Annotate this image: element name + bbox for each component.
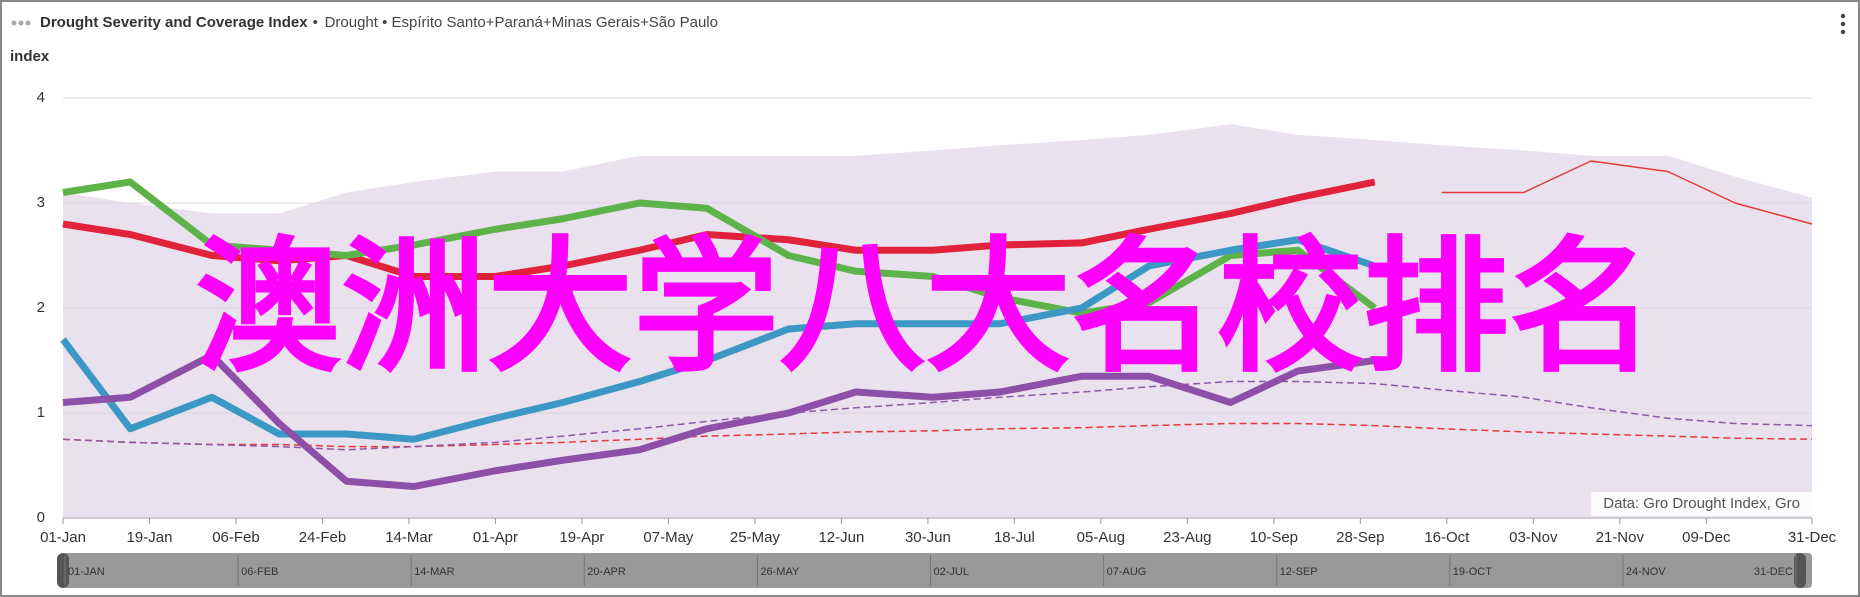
x-tick-label: 09-Dec [1682, 529, 1731, 546]
credit: Data: Gro Drought Index, Gro [1603, 495, 1800, 512]
x-tick-label: 21-Nov [1596, 529, 1645, 546]
navigator-handle[interactable] [57, 553, 69, 588]
kebab[interactable] [1840, 21, 1846, 27]
separator: • [313, 14, 318, 31]
x-tick-label: 16-Oct [1424, 529, 1470, 546]
x-tick-label: 24-Feb [299, 529, 347, 546]
series-line [62, 351, 1376, 490]
x-tick-label: 12-Jun [818, 529, 864, 546]
navigator-handle[interactable] [1794, 553, 1806, 588]
kebab[interactable] [1840, 29, 1846, 35]
watermark: 澳洲大学八大名校排名 [195, 223, 1655, 393]
x-tick-label: 23-Aug [1163, 529, 1211, 546]
kebab[interactable] [1840, 13, 1846, 19]
x-tick-label: 14-Mar [385, 529, 433, 546]
x-tick-label: 19-Jan [127, 529, 173, 546]
navigator-label: 01-JAN [68, 566, 105, 578]
menu-dot[interactable] [18, 20, 24, 26]
x-tick-label: 10-Sep [1250, 529, 1298, 546]
menu-dot[interactable] [11, 20, 17, 26]
x-tick-label: 18-Jul [994, 529, 1035, 546]
x-tick-label: 28-Sep [1336, 529, 1384, 546]
series-line [62, 178, 1376, 280]
x-tick-label: 03-Nov [1509, 529, 1558, 546]
menu-dot[interactable] [25, 20, 31, 26]
chart-title: Drought Severity and Coverage Index [40, 14, 308, 31]
y-tick-label: 1 [37, 404, 45, 421]
series-line [62, 178, 1377, 317]
y-tick-label: 0 [37, 509, 45, 526]
series-line [62, 422, 1813, 448]
x-tick-label: 06-Feb [212, 529, 260, 546]
navigator-label: 31-DEC [1754, 566, 1793, 578]
navigator-label: 12-SEP [1280, 566, 1318, 578]
navigator-label: 24-NOV [1626, 566, 1666, 578]
x-tick-label: 05-Aug [1077, 529, 1125, 546]
y-tick-label: 2 [37, 299, 45, 316]
series-line [62, 380, 1813, 451]
navigator-label: 14-MAR [414, 566, 454, 578]
x-tick-label: 31-Dec [1788, 529, 1837, 546]
series-line [60, 236, 1376, 443]
navigator-label: 26-MAY [760, 566, 800, 578]
x-tick-label: 25-May [730, 529, 781, 546]
x-tick-label: 19-Apr [559, 529, 604, 546]
chart-subtitle: Drought • Espírito Santo+Paraná+Minas Ge… [325, 14, 718, 31]
navigator-label: 06-FEB [241, 566, 278, 578]
credit-box [1591, 492, 1812, 516]
x-tick-label: 07-May [643, 529, 694, 546]
y-axis-label: index [10, 48, 50, 65]
y-tick-label: 4 [37, 89, 45, 106]
x-tick-label: 01-Apr [473, 529, 518, 546]
x-tick-label: 01-Jan [40, 529, 86, 546]
series-line [1442, 160, 1813, 225]
y-tick-label: 3 [37, 194, 45, 211]
navigator-label: 19-OCT [1453, 566, 1492, 578]
navigator-label: 02-JUL [934, 566, 969, 578]
navigator-label: 20-APR [587, 566, 626, 578]
x-tick-label: 30-Jun [905, 529, 951, 546]
navigator [63, 553, 1812, 588]
navigator-label: 07-AUG [1107, 566, 1147, 578]
